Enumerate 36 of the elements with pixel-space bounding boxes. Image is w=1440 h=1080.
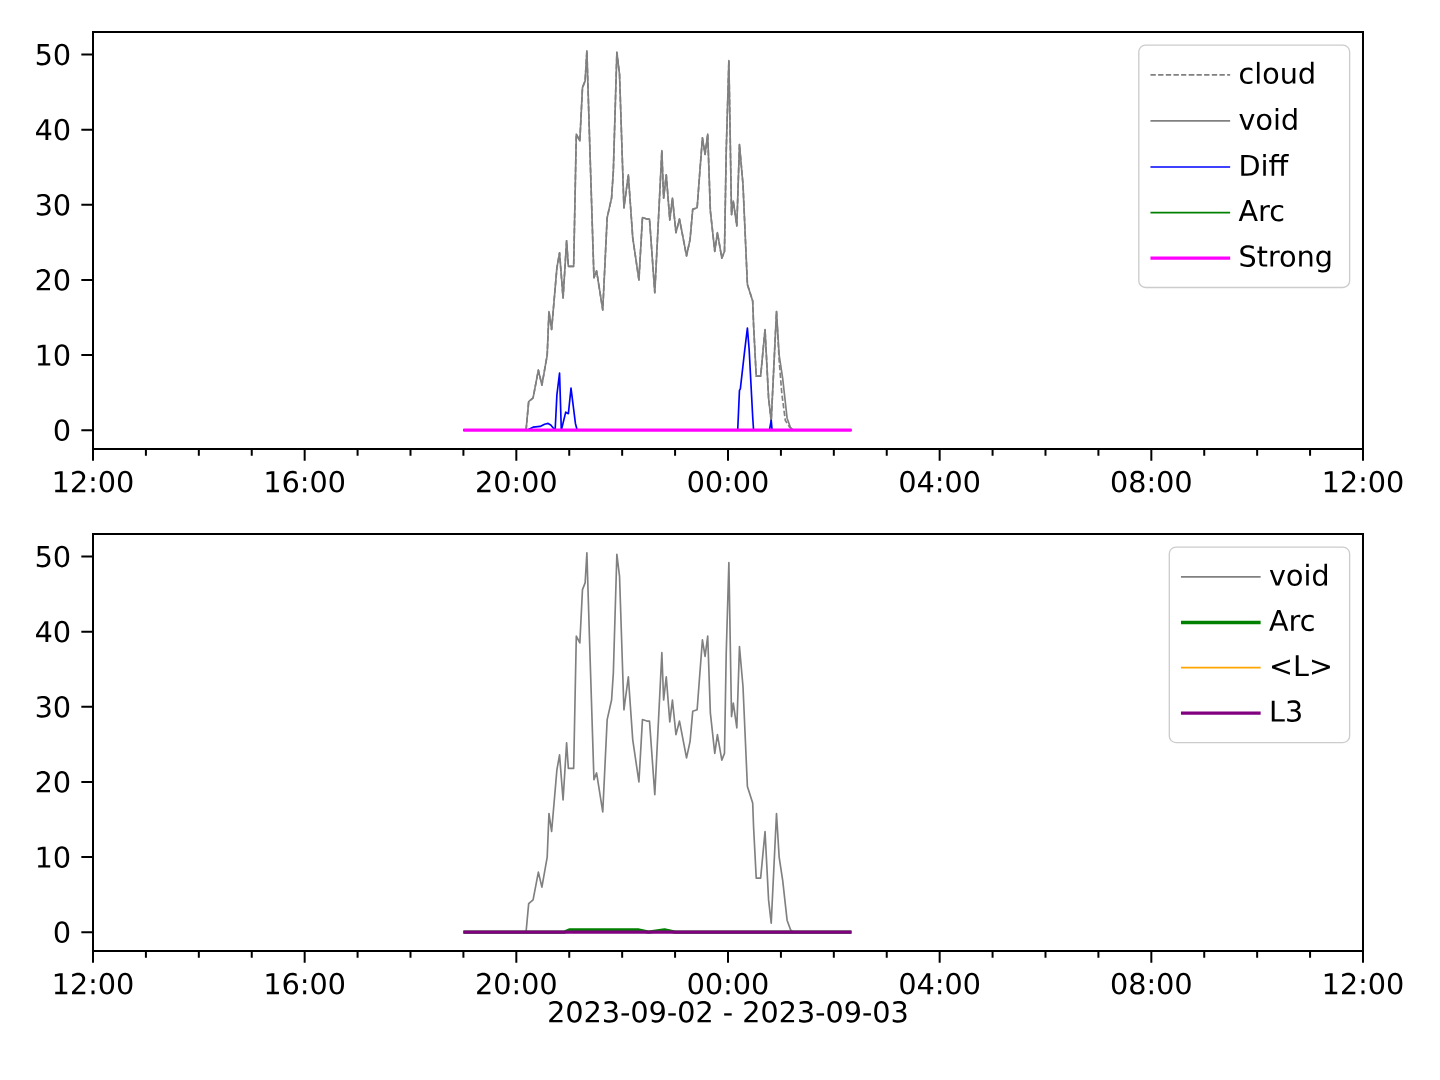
x-tick-label: 04:00 xyxy=(900,470,980,493)
legend-label: Diff xyxy=(1241,154,1289,176)
x-tick-label: 00:00 xyxy=(688,972,768,995)
y-tick-label: 10 xyxy=(37,846,70,868)
legend-label: void xyxy=(1269,563,1328,587)
legend-label: L3 xyxy=(1271,700,1301,722)
x-tick-label: 08:00 xyxy=(1111,972,1191,995)
y-tick-label: 0 xyxy=(54,921,70,944)
legend-label: Arc xyxy=(1238,200,1284,222)
x-tick-label: 04:00 xyxy=(900,972,980,995)
legend-label: void xyxy=(1239,107,1297,131)
x-tick-label: 16:00 xyxy=(266,972,345,995)
legend-label: Strong xyxy=(1240,245,1331,273)
x-tick-label: 12:00 xyxy=(54,470,133,493)
y-tick-label: 10 xyxy=(37,344,70,366)
y-tick-label: 0 xyxy=(54,419,70,442)
y-tick-label: 50 xyxy=(36,545,70,568)
x-tick-label: 12:00 xyxy=(54,972,133,995)
y-tick-label: 40 xyxy=(36,118,70,141)
y-tick-label: 40 xyxy=(36,620,70,643)
y-tick-label: 30 xyxy=(36,695,70,718)
legend-label: <L> xyxy=(1271,655,1330,677)
legend-label: cloud xyxy=(1240,61,1314,85)
y-tick-label: 20 xyxy=(36,771,70,793)
x-tick-label: 20:00 xyxy=(477,972,556,995)
x-tick-label: 08:00 xyxy=(1111,470,1191,493)
y-tick-label: 20 xyxy=(36,269,70,291)
y-tick-label: 50 xyxy=(36,43,70,66)
legend-label: Arc xyxy=(1269,609,1314,632)
x-tick-label: 12:00 xyxy=(1324,972,1403,995)
x-tick-label: 16:00 xyxy=(266,470,345,493)
y-tick-label: 30 xyxy=(36,193,70,216)
x-tick-label: 00:00 xyxy=(688,470,768,493)
x-tick-label: 20:00 xyxy=(477,470,556,493)
x-tick-label: 12:00 xyxy=(1324,470,1403,493)
x-axis-title: 2023-09-02 - 2023-09-03 xyxy=(549,1001,907,1023)
